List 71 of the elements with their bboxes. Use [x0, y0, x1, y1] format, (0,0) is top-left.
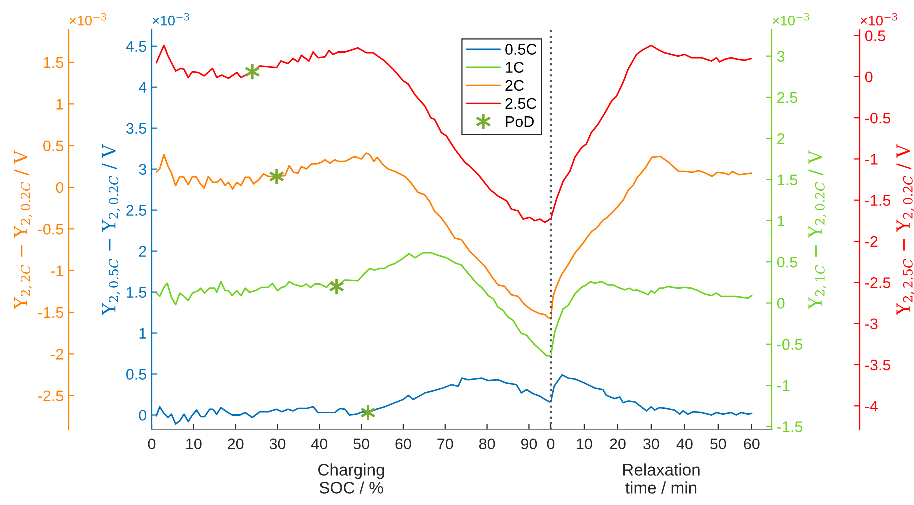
legend-label: 2.5C [506, 98, 537, 110]
y2-tick-label: -1.5 [38, 308, 64, 318]
x-tick-label: 40 [676, 438, 693, 450]
y-tick-label: 4.5 [126, 41, 146, 52]
y2-tick-label: 0.5 [865, 30, 886, 42]
y-tick-label: 2.5 [126, 205, 146, 216]
y-tick-label: 3 [777, 51, 785, 62]
x-tick-label: 40 [312, 438, 328, 450]
y-tick-label: 2.5 [778, 92, 798, 104]
x-tick-label: 20 [228, 438, 244, 450]
x-tick-label: 70 [438, 438, 454, 450]
text: ×10$^{−3}$ [772, 13, 810, 26]
x-tick-label: 60 [744, 438, 760, 450]
y2-tick-label: -4 [866, 401, 878, 412]
y2-tick-label: -2.5 [866, 278, 891, 288]
text: ×10$^{−3}$ [152, 13, 190, 26]
y-tick-label: 1.5 [127, 287, 146, 298]
y-tick-label: 0.5 [777, 256, 798, 268]
y-tick-label: 2 [778, 134, 785, 144]
x-tick-label: 60 [396, 438, 412, 450]
y2-tick-label: 0 [56, 182, 64, 194]
y2-tick-label: -0.5 [38, 224, 64, 235]
y-tick-label: 1 [140, 328, 146, 339]
y2-tick-label: -2 [51, 349, 64, 360]
y-tick-label: 4 [138, 82, 147, 93]
y2-axis-title: Y$_{2,2C}$ − Y$_{2,0.2C}$ / V [14, 150, 32, 310]
x-tick-label: 50 [354, 438, 370, 450]
y-tick-label: -0.5 [778, 339, 803, 350]
y2-tick-label: -1 [866, 154, 878, 165]
y-tick-label: 0.5 [126, 369, 146, 380]
y-tick-label: 0 [139, 410, 147, 421]
x-axis-title: Charging SOC / % [318, 464, 384, 494]
x-tick-label: 50 [710, 438, 726, 450]
y2-tick-label: -2.5 [38, 390, 64, 402]
y2-tick-label: 0.5 [44, 140, 64, 152]
y2-tick-label: -3.5 [866, 360, 891, 371]
y-axis-title: Y$_{2,0.5C}$ − Y$_{2,0.2C}$ / V [102, 144, 120, 316]
x-tick-label: 20 [610, 438, 626, 450]
y2-tick-label: -3 [866, 318, 878, 330]
legend-label: PoD [506, 116, 534, 128]
y2-tick-label: -0.5 [866, 112, 891, 124]
y-tick-label: 3 [139, 164, 146, 176]
y2-tick-label: -2 [866, 236, 878, 248]
x-tick-label: 30 [270, 438, 286, 450]
y-tick-label: 0 [777, 298, 785, 309]
x-tick-label: 0 [547, 438, 555, 450]
y2-tick-label: 0 [865, 72, 873, 83]
y2-axis-title: Y$_{2,2.5C}$ − Y$_{2,0.2C}$ / V [896, 144, 914, 316]
y2-tick-label: -1 [51, 266, 64, 276]
x-tick-label: 30 [644, 438, 660, 450]
y-tick-label: -1.5 [778, 422, 803, 432]
y-tick-label: 3.5 [126, 123, 146, 134]
y-tick-label: 1 [778, 216, 785, 226]
x-tick-label: 10 [577, 438, 592, 450]
legend-label: 1C [506, 62, 524, 74]
x-tick-label: 0 [148, 438, 156, 450]
x-tick-label: 90 [521, 438, 538, 450]
y2-tick-label: 1.5 [44, 58, 64, 68]
legend-label: 0.5C [506, 44, 537, 55]
y2-tick-label: -1.5 [866, 195, 891, 206]
y-tick-label: 2 [139, 246, 146, 257]
x-axis-title: Relaxation time / min [623, 464, 700, 494]
text: ×10$^{−3}$ [860, 13, 898, 26]
y-axis-title: Y$_{2,1C}$ − Y$_{2,0.2C}$ / V [808, 150, 826, 310]
x-tick-label: 10 [186, 438, 202, 450]
y-tick-label: -1 [778, 380, 790, 392]
legend-label: 2C [506, 80, 524, 92]
y2-tick-label: 1 [56, 99, 64, 110]
text: ×10$^{−3}$ [70, 13, 106, 26]
x-tick-label: 80 [479, 438, 496, 450]
y-tick-label: 1.5 [778, 174, 798, 186]
